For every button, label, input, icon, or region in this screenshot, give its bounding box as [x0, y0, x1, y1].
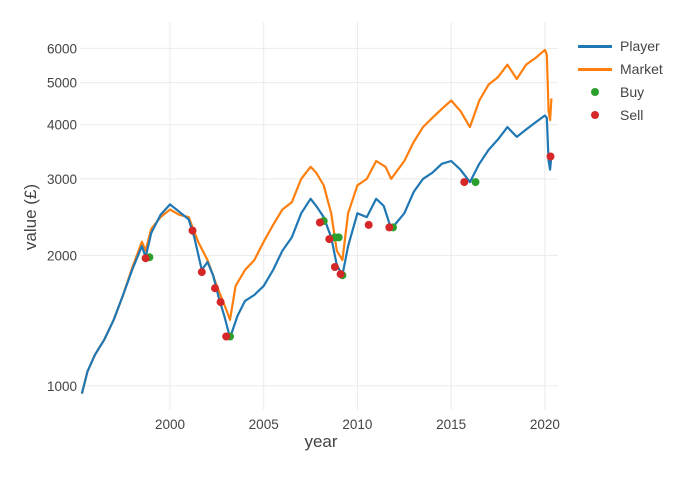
legend-label-player: Player: [620, 37, 660, 54]
legend-item-market[interactable]: Market: [578, 57, 663, 80]
legend: Player Market Buy Sell: [578, 34, 663, 126]
y-tick-label: 3000: [47, 172, 77, 187]
legend-item-buy[interactable]: Buy: [578, 80, 663, 103]
sell-marker: [336, 270, 345, 279]
y-tick-label: 5000: [47, 76, 77, 91]
legend-label-sell: Sell: [620, 106, 644, 123]
series-lines: [80, 48, 553, 394]
y-tick-label: 4000: [47, 118, 77, 133]
sell-marker: [325, 235, 334, 244]
x-tick-label: 2015: [436, 417, 466, 432]
x-axis-title: year: [304, 432, 337, 451]
sell-marker-icon: [578, 108, 612, 122]
legend-label-buy: Buy: [620, 83, 645, 100]
sell-marker: [197, 268, 206, 277]
x-tick-label: 2000: [155, 417, 185, 432]
series-markers: [141, 152, 555, 341]
y-tick-label: 1000: [47, 379, 77, 394]
y-axis-title: value (£): [21, 184, 40, 250]
sell-marker: [315, 218, 324, 227]
y-tick-labels: 1000 2000 3000 4000 5000 6000: [47, 41, 77, 394]
sell-marker: [364, 220, 373, 229]
buy-marker-icon: [578, 85, 612, 99]
legend-label-market: Market: [620, 60, 663, 77]
sell-marker: [216, 298, 225, 307]
sell-marker: [211, 284, 219, 293]
sell-marker: [222, 332, 231, 341]
sell-marker: [385, 223, 394, 232]
buy-marker: [471, 178, 480, 187]
y-gridlines: [80, 47, 558, 387]
y-tick-label: 2000: [47, 248, 77, 263]
x-tick-label: 2020: [530, 417, 560, 432]
y-tick-label: 6000: [47, 41, 77, 56]
sell-marker: [546, 152, 555, 161]
sell-marker: [141, 254, 150, 263]
sell-marker: [460, 178, 469, 187]
x-tick-labels: 2000 2005 2010 2015 2020: [155, 417, 560, 432]
legend-item-sell[interactable]: Sell: [578, 103, 663, 126]
market-line-icon: [578, 62, 612, 76]
x-tick-label: 2005: [249, 417, 279, 432]
x-tick-label: 2010: [342, 417, 372, 432]
sell-marker: [330, 263, 339, 271]
legend-item-player[interactable]: Player: [578, 34, 663, 57]
series-line-player: [80, 114, 553, 394]
buy-marker: [334, 233, 343, 242]
sell-marker: [188, 226, 197, 235]
player-line-icon: [578, 39, 612, 53]
